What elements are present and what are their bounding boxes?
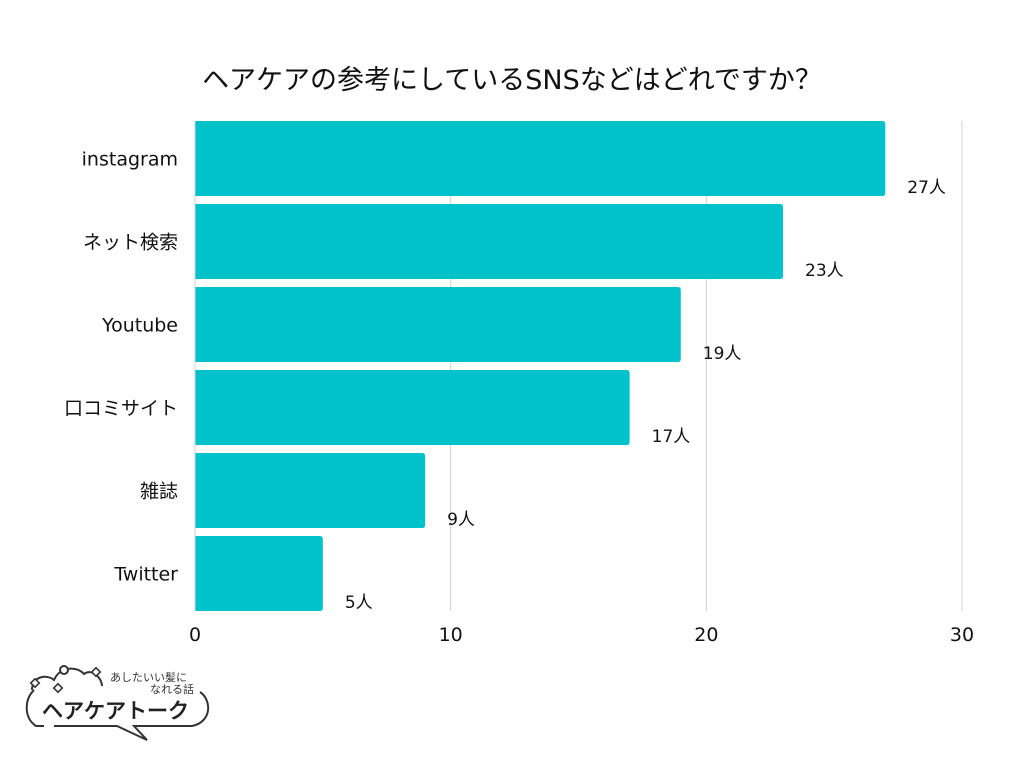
x-tick-label: 20 — [694, 624, 718, 646]
bar — [195, 370, 630, 445]
y-category-label: instagram — [82, 149, 178, 171]
y-category-label: Youtube — [101, 315, 178, 337]
y-category-label: 口コミサイト — [64, 398, 178, 420]
logo-name: ヘアケアトーク — [42, 699, 189, 723]
data-label: 9人 — [447, 510, 475, 530]
y-category-label: 雑誌 — [140, 481, 178, 503]
bar — [195, 121, 886, 196]
bar — [195, 536, 323, 611]
data-label: 17人 — [652, 427, 691, 447]
chart-title: ヘアケアの参考にしているSNSなどはどれですか？ — [202, 65, 822, 96]
logo-tagline-2: なれる話 — [150, 682, 194, 696]
hair-care-talk-logo: あしたいい髪に なれる話 ヘアケアトーク — [25, 665, 210, 741]
data-label: 27人 — [907, 178, 946, 198]
y-category-label: Twitter — [113, 564, 178, 586]
data-label: 19人 — [703, 344, 742, 364]
data-label: 23人 — [805, 261, 844, 281]
logo-tagline-1: あしたいい髪に — [110, 670, 187, 684]
bar — [195, 287, 681, 362]
y-category-label: ネット検索 — [83, 232, 178, 254]
bar — [195, 204, 784, 279]
bar — [195, 453, 426, 528]
x-tick-label: 0 — [189, 624, 201, 646]
x-tick-label: 10 — [439, 624, 463, 646]
x-tick-label: 30 — [950, 624, 974, 646]
data-label: 5人 — [345, 593, 373, 613]
